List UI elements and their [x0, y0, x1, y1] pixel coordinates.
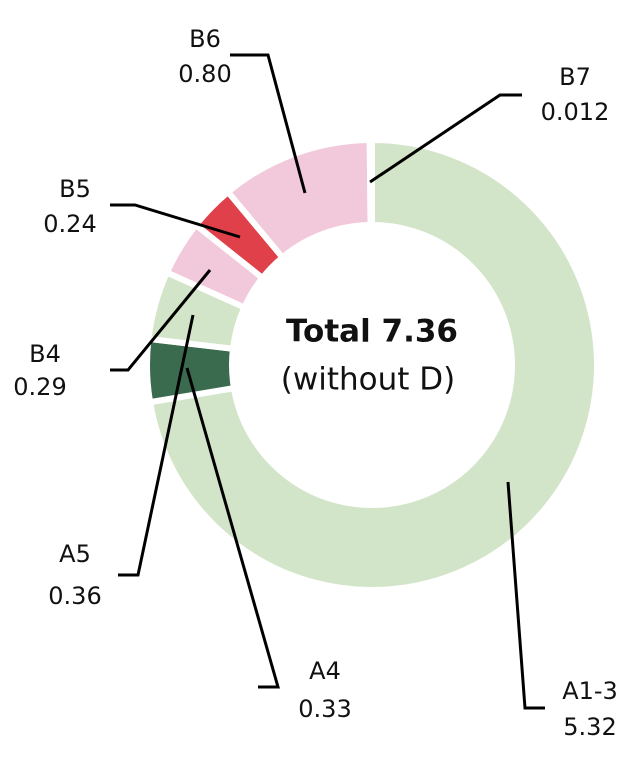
wedge: [146, 136, 600, 593]
leader-line: [118, 314, 195, 577]
slice-label: B7: [559, 63, 591, 91]
leader-line: [110, 269, 212, 372]
leader-line: [506, 481, 545, 710]
value-label: 0.80: [178, 60, 231, 88]
leader-line: [230, 53, 307, 194]
value-label: 0.33: [298, 695, 351, 723]
slice-label: B6: [189, 25, 221, 53]
leader-line: [185, 367, 280, 689]
leaders: [110, 53, 545, 710]
slice-label: B4: [29, 340, 61, 368]
center-subtitle: (without D): [281, 362, 455, 398]
leader-line: [369, 93, 522, 184]
center-title: Total 7.36: [286, 314, 458, 350]
value-label: 0.29: [13, 373, 66, 401]
slice-label: B5: [59, 175, 91, 203]
leader-line: [110, 203, 241, 239]
slice-label: A5: [59, 540, 91, 568]
value-label: 5.32: [563, 713, 616, 741]
value-label: 0.012: [541, 98, 610, 126]
slice-label: A4: [309, 657, 341, 685]
slice-label: A1-3: [562, 677, 618, 705]
wedges: [144, 136, 600, 593]
value-label: 0.36: [48, 582, 101, 610]
value-label: 0.24: [43, 210, 96, 238]
